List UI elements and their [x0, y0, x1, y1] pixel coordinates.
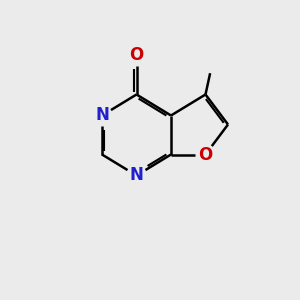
Text: O: O — [129, 46, 144, 64]
Text: O: O — [198, 146, 213, 164]
Text: N: N — [130, 167, 143, 184]
Text: N: N — [95, 106, 109, 124]
